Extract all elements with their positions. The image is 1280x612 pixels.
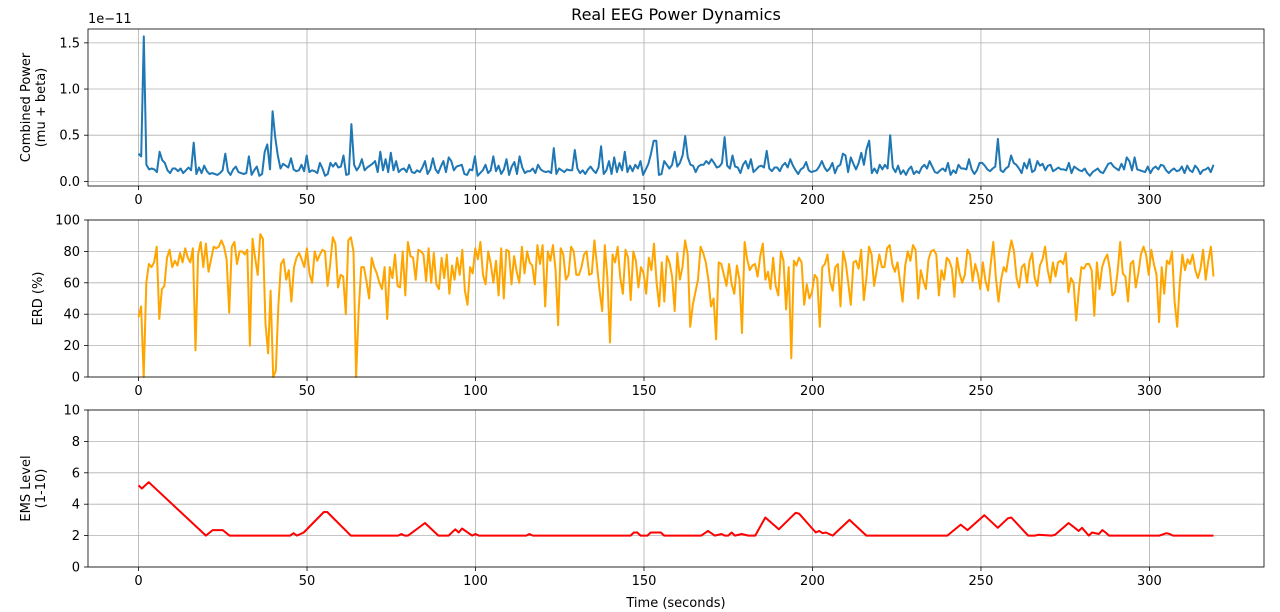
power-xtick-label-250: 250 [969,193,994,208]
ems-ytick-label-3: 6 [72,466,80,481]
power-series-line [137,35,1215,177]
erd-xtick-label-300: 300 [1137,384,1162,399]
power-xtick-label-50: 50 [299,193,316,208]
erd-ylabel-line-0: ERD (%) [31,272,46,326]
figure-title: Real EEG Power Dynamics [571,5,781,24]
erd-ytick-label-2: 40 [63,308,80,323]
power-ylabel-line-0: Combined Power [19,52,34,162]
power-xtick-label-100: 100 [463,193,488,208]
ems-xtick-label-200: 200 [800,574,825,589]
ems-xtick-label-100: 100 [463,574,488,589]
ems-ytick-label-1: 2 [72,529,80,544]
ems-xlabel: Time (seconds) [625,596,725,611]
erd-ytick-label-0: 0 [72,371,80,386]
ems-ytick-label-5: 10 [63,404,80,419]
power-ytick-label-3: 1.5 [59,36,80,51]
ems-xtick-label-300: 300 [1137,574,1162,589]
ems-level-subplot: 0 50 100 150 200 250 300 0 2 4 6 8 10 EMS Level (1-10)… [19,404,1265,611]
ems-xtick-label-150: 150 [632,574,657,589]
erd-series-line [137,233,1215,378]
ems-series-line [137,481,1214,537]
erd-xtick-label-200: 200 [800,384,825,399]
ems-ytick-label-0: 0 [72,561,80,576]
erd-xtick-label-0: 0 [134,384,142,399]
power-xtick-label-0: 0 [134,193,142,208]
power-xtick-label-300: 300 [1137,193,1162,208]
erd-subplot: 0 50 100 150 200 250 300 0 20 40 60 80 100 ERD (%) [31,214,1265,399]
power-offset-text: 1e−11 [88,12,132,27]
erd-axes-frame [87,219,1265,378]
combined-power-subplot: 0 50 100 150 200 250 300 0.0 0.5 1.0 1.5 Combined P… [19,12,1265,208]
erd-xtick-label-50: 50 [299,384,316,399]
erd-ytick-label-4: 80 [63,245,80,260]
ems-xtick-label-250: 250 [969,574,994,589]
ems-ytick-label-2: 4 [72,498,80,513]
power-xtick-label-200: 200 [800,193,825,208]
erd-xtick-label-100: 100 [463,384,488,399]
power-xtick-label-150: 150 [632,193,657,208]
ems-axes-frame [87,409,1265,568]
ems-ylabel-line-1: (1-10) [34,469,49,509]
erd-ytick-label-1: 20 [63,339,80,354]
erd-ytick-label-3: 60 [63,276,80,291]
erd-ytick-label-5: 100 [55,214,80,229]
power-ytick-label-2: 1.0 [59,83,80,98]
power-ytick-label-1: 0.5 [59,129,80,144]
erd-xtick-label-250: 250 [969,384,994,399]
power-ylabel-line-1: (mu + beta) [34,68,49,148]
power-axes-frame [87,28,1265,187]
power-ytick-label-0: 0.0 [59,175,80,190]
erd-xtick-label-150: 150 [632,384,657,399]
ems-xtick-label-50: 50 [299,574,316,589]
ems-ylabel-line-0: EMS Level [19,455,34,521]
ems-xtick-label-0: 0 [134,574,142,589]
ems-ytick-label-4: 8 [72,435,80,450]
